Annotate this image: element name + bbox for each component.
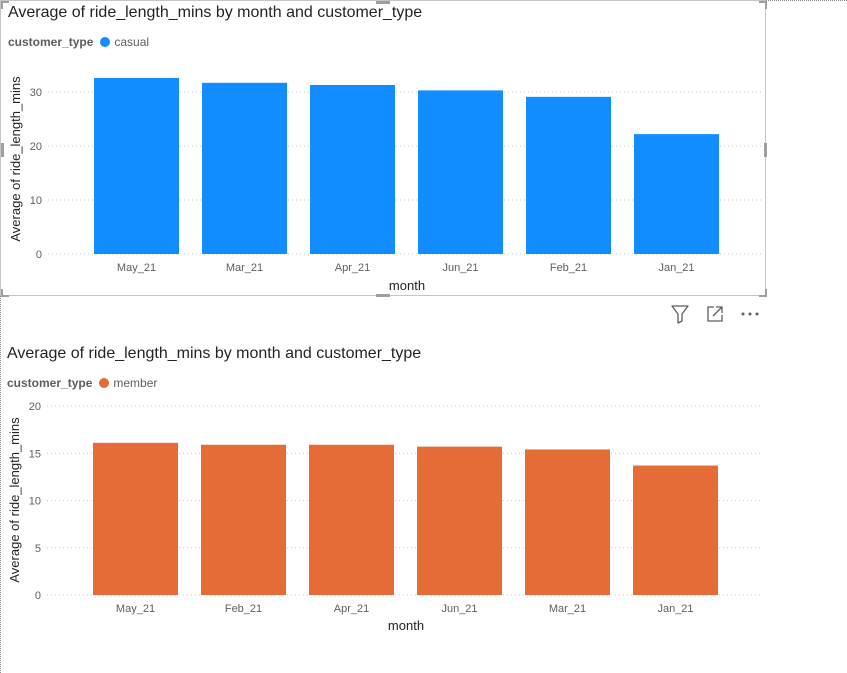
bar[interactable]	[525, 449, 610, 595]
y-tick-label: 5	[35, 543, 41, 555]
resize-handle-bottom-left[interactable]	[1, 295, 9, 297]
resize-handle-top-right[interactable]	[765, 1, 767, 9]
legend-item-label[interactable]: casual	[114, 35, 150, 49]
member-bar-chart-visual[interactable]: Average of ride_length_mins by month and…	[0, 342, 766, 638]
x-tick-label: Apr_21	[335, 262, 370, 274]
filter-icon[interactable]	[668, 302, 692, 326]
y-tick-label: 20	[30, 141, 42, 153]
resize-handle-mid-left[interactable]	[1, 143, 4, 157]
x-tick-label: Jan_21	[657, 603, 693, 615]
y-axis-title: Average of ride_length_mins	[8, 76, 23, 242]
bar[interactable]	[202, 82, 287, 254]
resize-handle-bottom-mid[interactable]	[376, 294, 390, 297]
resize-handle-bottom-right[interactable]	[759, 295, 767, 297]
chart-title: Average of ride_length_mins by month and…	[8, 4, 423, 21]
x-tick-label: May_21	[117, 262, 156, 274]
bar[interactable]	[417, 446, 502, 595]
x-tick-label: Feb_21	[550, 262, 587, 274]
x-tick-label: Jun_21	[442, 262, 478, 274]
x-tick-label: Feb_21	[225, 603, 262, 615]
legend-title: customer_type	[7, 376, 93, 390]
resize-handle-top-mid[interactable]	[376, 1, 390, 4]
x-axis-title: month	[389, 278, 425, 293]
more-options-icon[interactable]	[738, 302, 762, 326]
y-tick-label: 10	[29, 496, 41, 508]
x-tick-label: May_21	[116, 603, 155, 615]
focus-mode-icon[interactable]	[703, 302, 727, 326]
resize-handle-bottom-left[interactable]	[1, 289, 3, 297]
x-tick-label: Mar_21	[226, 262, 263, 274]
y-tick-label: 0	[35, 590, 41, 602]
bar[interactable]	[526, 96, 611, 254]
bar[interactable]	[93, 442, 178, 595]
y-axis-title: Average of ride_length_mins	[7, 417, 22, 583]
resize-handle-top-left[interactable]	[1, 1, 3, 9]
bar[interactable]	[309, 444, 394, 595]
x-tick-label: Jan_21	[658, 262, 694, 274]
legend-marker[interactable]	[99, 378, 110, 388]
bar[interactable]	[201, 444, 286, 595]
y-tick-label: 15	[29, 448, 41, 460]
y-tick-label: 30	[30, 87, 42, 99]
visual-header-icons	[668, 302, 766, 326]
canvas-border-left	[0, 0, 1, 673]
x-axis-title: month	[388, 618, 424, 633]
y-tick-label: 10	[30, 195, 42, 207]
legend: customer_type casual	[8, 35, 149, 49]
resize-handle-mid-right[interactable]	[764, 143, 767, 157]
legend-item-label[interactable]: member	[113, 376, 158, 390]
x-tick-label: Mar_21	[549, 603, 586, 615]
casual-bar-chart-visual[interactable]: Average of ride_length_mins by month and…	[0, 0, 767, 297]
chart-title: Average of ride_length_mins by month and…	[7, 345, 422, 362]
bar-chart-svg: 0 10 20 30 May_21 Mar_21 Apr_21 Jun_21 Feb_21 Jan…	[8, 76, 763, 293]
resize-handle-top-right[interactable]	[759, 1, 767, 3]
bar[interactable]	[94, 77, 179, 255]
legend-title: customer_type	[8, 35, 94, 49]
y-tick-label: 0	[36, 249, 42, 261]
x-tick-label: Apr_21	[334, 603, 369, 615]
y-tick-label: 20	[29, 401, 41, 413]
bar-chart-svg: 0 5 10 15 20 May_21 Feb_21 Apr_21 Jun_21 Mar_21 Ja…	[7, 401, 762, 633]
bar[interactable]	[633, 465, 718, 595]
bar[interactable]	[634, 134, 719, 254]
x-tick-label: Jun_21	[441, 603, 477, 615]
legend-marker[interactable]	[100, 37, 111, 47]
resize-handle-top-left[interactable]	[1, 1, 9, 3]
resize-handle-bottom-right[interactable]	[765, 289, 767, 297]
legend: customer_type member	[7, 376, 157, 390]
bar[interactable]	[418, 90, 503, 254]
bar[interactable]	[310, 84, 395, 254]
